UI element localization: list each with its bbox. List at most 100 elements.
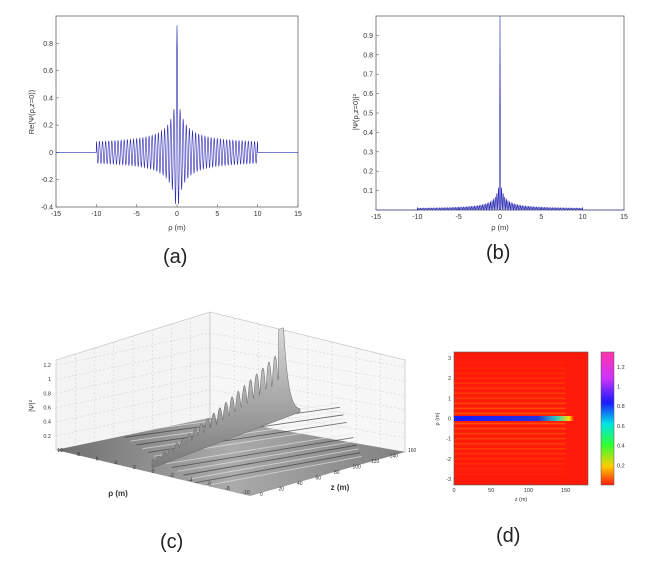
chart-c-z-axis-ticks: 0 20 40 60 80 100 120 140 160 bbox=[260, 448, 417, 498]
a-xtick-label: 5 bbox=[215, 211, 219, 218]
chart-c-ztick-label: 0.6 bbox=[43, 406, 51, 412]
chart-c-z-tick-label: 140 bbox=[390, 454, 399, 460]
chart-a-ylabel: Re(Ψ(ρ,z=0)) bbox=[27, 89, 36, 134]
chart-d-xlabel: z (m) bbox=[515, 497, 528, 503]
chart-d-side-lobe bbox=[454, 367, 566, 369]
a-ytick-label: -0.2 bbox=[41, 177, 53, 184]
chart-d-xtick-label: 0 bbox=[452, 488, 455, 494]
chart-c-ylabel: z (m) bbox=[331, 483, 350, 492]
chart-d-side-lobes bbox=[454, 362, 566, 475]
chart-b-xlabel: ρ (m) bbox=[491, 223, 509, 232]
chart-c-ripple bbox=[177, 440, 356, 472]
b-xtick-label: 15 bbox=[620, 214, 628, 221]
chart-d-side-lobe bbox=[454, 468, 566, 470]
chart-b-yticks: 0.1 0.2 0.3 0.4 0.5 0.6 0.7 0.8 0.9 bbox=[363, 33, 379, 195]
chart-d-xticks: 0 50 100 150 bbox=[452, 483, 570, 494]
chart-d-ytick-label: -2 bbox=[446, 457, 451, 463]
chart-d-side-lobe bbox=[454, 427, 566, 430]
chart-c-ztick-label: 0.2 bbox=[43, 434, 51, 440]
chart-b-xticks: -15 -10 -5 0 5 10 15 bbox=[371, 207, 628, 221]
chart-d-side-lobe bbox=[454, 432, 566, 435]
b-xtick-label: -10 bbox=[412, 214, 422, 221]
chart-d-side-lobe bbox=[454, 422, 566, 425]
chart-c-zticks: 0.2 0.4 0.6 0.8 1 1.2 bbox=[43, 363, 51, 440]
chart-c-rho-tick-label: 10 bbox=[57, 448, 63, 454]
chart-c-floor-surface bbox=[56, 418, 405, 496]
chart-c-gridline bbox=[55, 332, 406, 368]
chart-c-ripple bbox=[165, 433, 352, 465]
chart-d-side-lobe bbox=[454, 412, 566, 415]
chart-c-rho-ticks: 10 8 6 4 2 0 -2 -4 -6 -8 -10 bbox=[57, 448, 250, 496]
chart-a-xticks: -15 -10 -5 0 5 10 15 bbox=[51, 204, 302, 218]
chart-c-main-ridge bbox=[151, 327, 301, 469]
chart-b: 0.1 0.2 0.3 0.4 0.5 0.6 0.7 0.8 0.9 -15 -10 -5 0 5 10… bbox=[351, 15, 628, 232]
chart-c-z-tick-label: 40 bbox=[297, 481, 303, 487]
chart-d-colorbar-tick-label: 0.4 bbox=[617, 444, 625, 450]
caption-c: (c) bbox=[160, 531, 184, 553]
b-ytick-label: 0.9 bbox=[363, 33, 373, 40]
caption-a: (a) bbox=[163, 246, 188, 268]
chart-a-xlabel: ρ (m) bbox=[168, 223, 186, 232]
chart-d-side-lobe bbox=[454, 452, 566, 455]
a-xtick-label: 0 bbox=[175, 211, 179, 218]
chart-c-ztick-label: 0.4 bbox=[43, 420, 51, 426]
chart-d-ytick-label: -1 bbox=[446, 437, 451, 443]
a-ytick-label: 0.8 bbox=[43, 41, 53, 48]
chart-c-rho-tick-label: -6 bbox=[207, 482, 212, 488]
chart-d-xtick-label: 100 bbox=[524, 488, 533, 494]
chart-d-side-lobe bbox=[454, 397, 566, 400]
chart-c-ripple bbox=[183, 444, 357, 476]
chart-c-z-tick-label: 20 bbox=[279, 487, 285, 493]
b-ytick-label: 0.3 bbox=[363, 149, 373, 156]
chart-d-ytick-label: 1 bbox=[448, 396, 451, 402]
chart-d-side-lobe bbox=[454, 473, 566, 475]
chart-c-rho-tick-label: 2 bbox=[133, 465, 136, 471]
chart-d-colorbar bbox=[600, 351, 615, 486]
chart-d-side-lobe bbox=[454, 407, 566, 410]
chart-d-side-lobe bbox=[454, 442, 566, 445]
chart-d-side-lobe bbox=[454, 372, 566, 374]
chart-c-z-tick-label: 0 bbox=[260, 492, 263, 498]
chart-a-yticks: -0.4 -0.2 0 0.2 0.4 0.6 0.8 bbox=[41, 41, 59, 212]
chart-d-side-lobe bbox=[454, 402, 566, 405]
chart-d-ytick-label: 0 bbox=[448, 417, 451, 423]
chart-d-side-lobe bbox=[454, 362, 566, 364]
chart-c-rho-tick-label: 6 bbox=[96, 456, 99, 462]
chart-c-gridline bbox=[55, 361, 406, 396]
b-ytick-label: 0.7 bbox=[363, 72, 373, 79]
chart-c-rho-tick-label: 0 bbox=[152, 469, 155, 475]
a-ytick-label: -0.4 bbox=[41, 205, 53, 212]
b-ytick-label: 0.2 bbox=[363, 169, 373, 176]
b-ytick-label: 0.5 bbox=[363, 111, 373, 118]
b-xtick-label: 0 bbox=[498, 214, 502, 221]
chart-d-beam-core bbox=[454, 416, 574, 421]
b-ytick-label: 0.8 bbox=[363, 52, 373, 59]
chart-c-ztick-label: 1 bbox=[48, 377, 51, 383]
a-xtick-label: -15 bbox=[51, 211, 61, 218]
chart-c-z-tick-label: 120 bbox=[371, 459, 380, 465]
chart-c-rho-tick-label: -10 bbox=[242, 490, 249, 496]
chart-a: -0.4 -0.2 0 0.2 0.4 0.6 0.8 -15 -10 -5 0 5 10 15 Re(… bbox=[27, 15, 302, 232]
chart-b-series-line bbox=[376, 15, 624, 212]
chart-d-colorbar-tick-label: 1.2 bbox=[617, 365, 625, 371]
chart-d-ylabel: ρ (m) bbox=[435, 412, 441, 425]
b-xtick-label: -15 bbox=[371, 214, 381, 221]
chart-c-z-tick-label: 100 bbox=[353, 465, 362, 471]
chart-c-gridline bbox=[55, 403, 406, 439]
chart-c-ripple bbox=[201, 456, 362, 487]
chart-d-ytick-label: 3 bbox=[448, 356, 451, 362]
a-ytick-label: 0 bbox=[49, 150, 53, 157]
chart-c-z-tick-label: 60 bbox=[316, 476, 322, 482]
chart-d-side-lobe bbox=[454, 392, 566, 395]
chart-c-rho-tick-label: -2 bbox=[169, 473, 174, 479]
b-xtick-label: 10 bbox=[579, 214, 587, 221]
chart-c-rho-tick-label: -4 bbox=[188, 477, 193, 483]
chart-c-xlabel: ρ (m) bbox=[108, 489, 128, 498]
b-ytick-label: 0.4 bbox=[363, 130, 373, 137]
chart-d-colorbar-tick-label: 0.6 bbox=[617, 424, 625, 430]
chart-c-gridline bbox=[55, 389, 406, 424]
chart-d-xtick-label: 50 bbox=[488, 488, 494, 494]
b-xtick-label: 5 bbox=[539, 214, 543, 221]
chart-c-gridline bbox=[55, 346, 406, 382]
